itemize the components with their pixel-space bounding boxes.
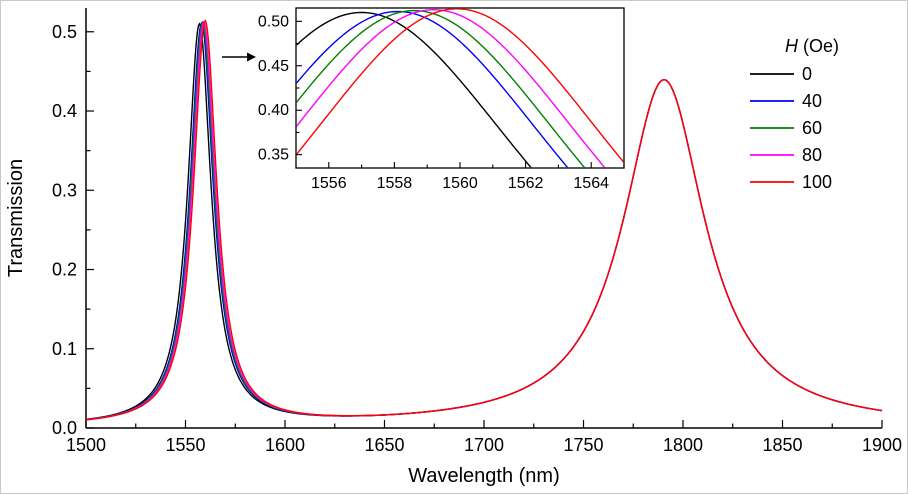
arrow-icon (222, 52, 256, 62)
series-lines (85, 19, 883, 421)
inset-y-tick-label: 0.45 (258, 58, 289, 75)
y-axis-title: Transmission (5, 159, 27, 277)
x-tick-label: 1500 (66, 435, 106, 455)
inset-x-tick-label: 1562 (508, 175, 544, 192)
legend-label: 100 (802, 172, 832, 192)
legend: H (Oe) 0 40 60 80 100 (750, 36, 839, 192)
series-line-H100 (85, 19, 883, 421)
y-tick-label: 0.0 (52, 418, 77, 438)
x-tick-label: 1750 (563, 435, 603, 455)
legend-label: 0 (802, 64, 812, 84)
axis-tick-labels: 1500 1550 1600 1650 1700 1750 1800 1850 1900 0.0 0… (52, 22, 902, 455)
legend-entry: 100 (750, 172, 832, 192)
inset-y-tick-label: 0.35 (258, 147, 289, 164)
y-tick-label: 0.4 (52, 101, 77, 121)
legend-label: 60 (802, 118, 822, 138)
x-tick-label: 1650 (364, 435, 404, 455)
x-tick-label: 1550 (165, 435, 205, 455)
legend-entry: 0 (750, 64, 812, 84)
x-tick-label: 1800 (663, 435, 703, 455)
inset-series-line-H100 (296, 8, 624, 163)
y-tick-label: 0.5 (52, 22, 77, 42)
inset-x-tick-label: 1560 (442, 175, 478, 192)
x-tick-label: 1600 (265, 435, 305, 455)
legend-entry: 80 (750, 145, 822, 165)
x-axis-title: Wavelength (nm) (408, 465, 560, 487)
y-tick-label: 0.3 (52, 180, 77, 200)
legend-label: 80 (802, 145, 822, 165)
x-tick-label: 1700 (464, 435, 504, 455)
inset-x-tick-label: 1556 (311, 175, 347, 192)
inset-frame (295, 7, 625, 169)
legend-label: 40 (802, 91, 822, 111)
inset-series-lines (296, 8, 624, 168)
legend-title: H (Oe) (785, 36, 839, 56)
legend-entry: 60 (750, 118, 822, 138)
x-tick-label: 1850 (762, 435, 802, 455)
y-tick-label: 0.2 (52, 260, 77, 280)
x-tick-label: 1900 (862, 435, 902, 455)
inset-y-tick-label: 0.50 (258, 13, 289, 30)
inset-tick-labels: 1556 1558 1560 1562 1564 0.35 0.40 0.45 0.50 (258, 13, 609, 192)
inset-plot: 1556 1558 1560 1562 1564 0.35 0.40 0.45 0.50 (258, 7, 625, 192)
main-plot: 1500 1550 1600 1650 1700 1750 1800 1850 1900 0.0 0… (5, 8, 902, 487)
y-tick-label: 0.1 (52, 339, 77, 359)
inset-x-tick-label: 1564 (573, 175, 609, 192)
inset-x-tick-label: 1558 (377, 175, 413, 192)
inset-series-line-H80 (296, 9, 606, 168)
legend-entry: 40 (750, 91, 822, 111)
inset-y-tick-label: 0.40 (258, 102, 289, 119)
inset-series-line-H40 (296, 10, 569, 168)
inset-series-line-H0 (296, 11, 532, 168)
inset-series-line-H60 (296, 9, 586, 168)
axis-ticks (85, 31, 883, 429)
inset-ticks (295, 20, 625, 168)
